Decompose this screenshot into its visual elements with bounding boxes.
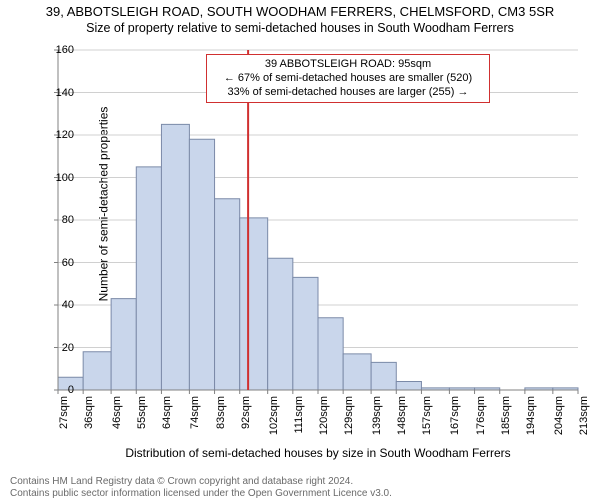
y-tick-label: 100 xyxy=(56,172,74,184)
y-tick-label: 80 xyxy=(62,214,74,226)
annotation-line-2: ← 67% of semi-detached houses are smalle… xyxy=(213,72,483,86)
footer-line-2: Contains public sector information licen… xyxy=(10,488,392,500)
x-tick-label: 157sqm xyxy=(421,396,433,444)
footer-line-1: Contains HM Land Registry data © Crown c… xyxy=(10,476,392,488)
x-tick-label: 64sqm xyxy=(161,396,173,444)
x-tick-label: 176sqm xyxy=(475,396,487,444)
footer-attribution: Contains HM Land Registry data © Crown c… xyxy=(10,476,392,500)
x-tick-label: 27sqm xyxy=(58,396,70,444)
x-tick-label: 36sqm xyxy=(83,396,95,444)
x-tick-label: 167sqm xyxy=(449,396,461,444)
x-tick-label: 74sqm xyxy=(189,396,201,444)
x-tick-label: 102sqm xyxy=(268,396,280,444)
y-tick-label: 140 xyxy=(56,87,74,99)
chart-title: 39, ABBOTSLEIGH ROAD, SOUTH WOODHAM FERR… xyxy=(0,4,600,19)
chart-area: 39 ABBOTSLEIGH ROAD: 95sqm ← 67% of semi… xyxy=(58,50,578,390)
y-tick-label: 160 xyxy=(56,44,74,56)
y-tick-label: 0 xyxy=(68,384,74,396)
annotation-line-3: 33% of semi-detached houses are larger (… xyxy=(213,86,483,100)
y-tick-label: 20 xyxy=(62,342,74,354)
y-tick-label: 120 xyxy=(56,129,74,141)
x-tick-label: 194sqm xyxy=(525,396,537,444)
y-tick-label: 60 xyxy=(62,257,74,269)
y-tick-label: 40 xyxy=(62,299,74,311)
annotation-box: 39 ABBOTSLEIGH ROAD: 95sqm ← 67% of semi… xyxy=(206,54,490,103)
x-tick-label: 148sqm xyxy=(396,396,408,444)
x-tick-label: 120sqm xyxy=(318,396,330,444)
x-tick-label: 185sqm xyxy=(500,396,512,444)
x-tick-label: 204sqm xyxy=(553,396,565,444)
chart-subtitle: Size of property relative to semi-detach… xyxy=(0,21,600,35)
x-tick-label: 139sqm xyxy=(371,396,383,444)
x-tick-label: 92sqm xyxy=(240,396,252,444)
x-tick-label: 55sqm xyxy=(136,396,148,444)
annotation-line-1: 39 ABBOTSLEIGH ROAD: 95sqm xyxy=(213,58,483,72)
x-tick-label: 213sqm xyxy=(578,396,590,444)
chart-container: 39, ABBOTSLEIGH ROAD, SOUTH WOODHAM FERR… xyxy=(0,4,600,504)
x-tick-label: 111sqm xyxy=(293,396,305,444)
x-tick-label: 46sqm xyxy=(111,396,123,444)
x-tick-label: 83sqm xyxy=(215,396,227,444)
x-axis-label: Distribution of semi-detached houses by … xyxy=(58,446,578,460)
x-tick-label: 129sqm xyxy=(343,396,355,444)
